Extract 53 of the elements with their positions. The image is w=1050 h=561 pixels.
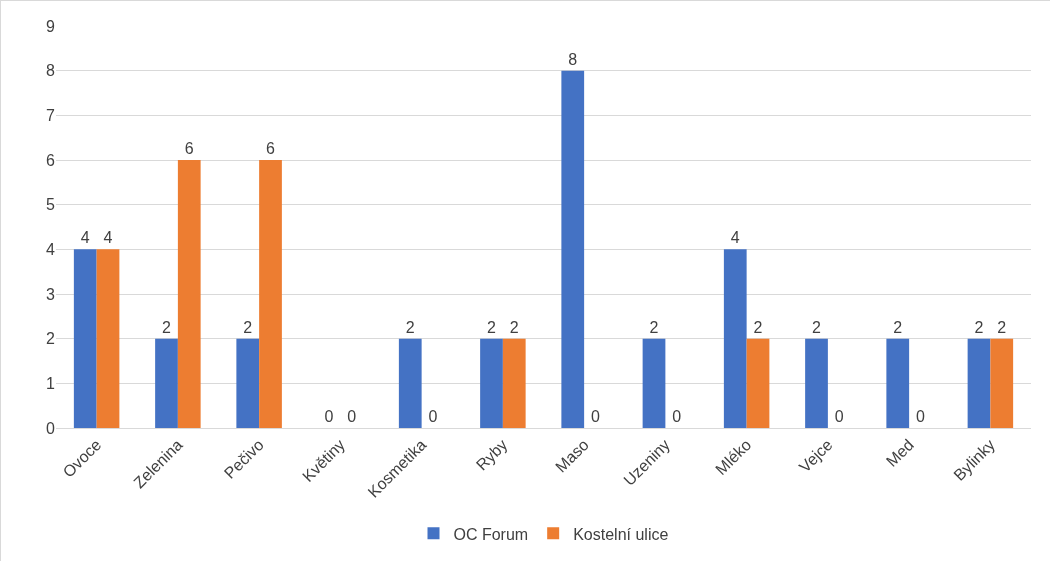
y-tick-label: 0 [46,419,56,437]
bar [805,338,828,428]
bar [642,338,666,428]
data-label: 2 [162,318,172,336]
bar [73,249,97,428]
bar [96,249,120,428]
y-tick-label: 4 [46,240,56,258]
data-label: 0 [347,408,357,425]
data-label: 2 [753,318,763,336]
data-label: 4 [730,229,740,247]
bar [561,70,585,428]
data-label: 8 [568,50,578,68]
data-label: 2 [243,318,253,336]
bar [259,160,282,428]
y-tick-label: 3 [46,285,56,303]
bar [155,338,178,428]
y-tick-label: 2 [46,330,56,348]
bar [236,338,260,428]
bar [886,338,910,428]
data-label: 0 [591,408,601,425]
y-tick-label: 8 [46,62,56,80]
data-label: 6 [266,140,276,157]
bar [177,160,201,428]
bar [746,338,770,428]
y-tick-label: 7 [46,106,56,124]
data-label: 4 [80,229,90,247]
data-label: 2 [649,318,659,336]
bar [723,249,747,428]
data-label: 0 [916,408,926,425]
y-tick-label: 9 [46,17,56,35]
bar [502,338,526,428]
bar [398,338,422,428]
data-label: 2 [997,318,1007,336]
data-label: 2 [405,318,415,336]
data-label: 2 [509,318,519,336]
bar [967,338,991,428]
legend-label: OC Forum [453,525,529,543]
data-label: 2 [487,318,497,336]
data-label: 2 [893,318,903,336]
data-label: 2 [812,318,822,336]
data-label: 0 [428,408,438,425]
data-label: 6 [184,140,194,157]
bar [990,338,1014,428]
data-label: 0 [324,408,334,425]
legend-label: Kostelní ulice [573,525,669,543]
data-label: 2 [974,318,984,336]
y-tick-label: 1 [46,374,56,392]
y-tick-label: 6 [46,151,56,169]
y-tick-label: 5 [46,196,56,214]
data-label: 0 [672,408,682,425]
data-label: 0 [834,408,844,425]
bar [480,338,503,428]
data-label: 4 [103,229,113,247]
